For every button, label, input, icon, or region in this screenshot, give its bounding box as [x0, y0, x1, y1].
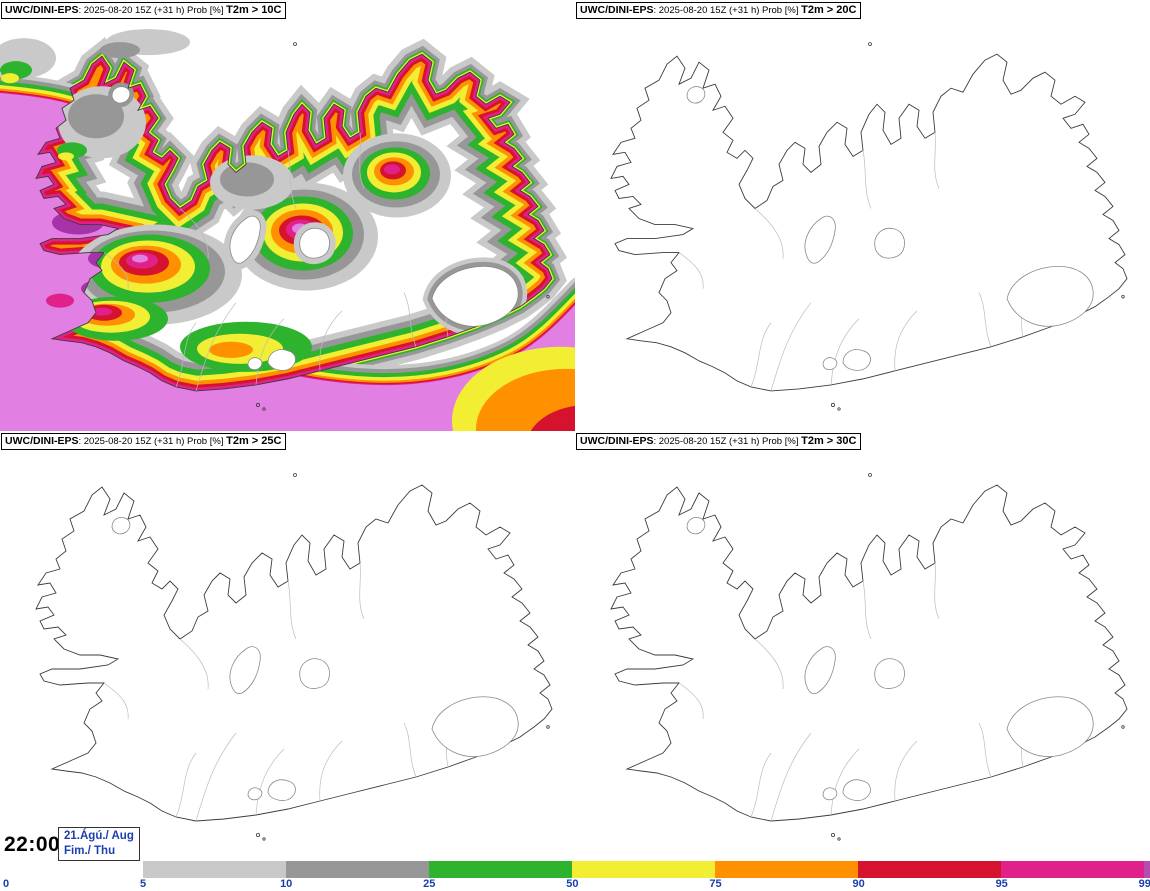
legend-segment-50-75 [572, 861, 715, 878]
legend-tick-10: 10 [280, 878, 293, 890]
southeast-warm-blob [452, 346, 575, 431]
legend-tick-75: 75 [709, 878, 722, 890]
legend-ticks: 0 5 10 25 50 75 90 95 99 [0, 878, 1150, 891]
valid-date-box: 21.Ágú./ Aug Fim./ Thu [58, 827, 140, 861]
panel-t2m-25c: UWC/DINI-EPS: 2025-08-20 15Z (+31 h) Pro… [0, 431, 575, 861]
legend-tick-50: 50 [566, 878, 579, 890]
legend-segment-90-95 [858, 861, 1001, 878]
map-t2m-10c [0, 29, 575, 431]
legend-segment-5-10 [143, 861, 286, 878]
valid-time-label: 22:00 [4, 833, 61, 856]
inland-blob-northeast [343, 133, 451, 218]
panel-t2m-30c: UWC/DINI-EPS: 2025-08-20 15Z (+31 h) Pro… [575, 431, 1150, 861]
legend-bar [0, 861, 1150, 878]
param-label: T2m > 30C [801, 435, 857, 447]
legend-segment-95-99 [1001, 861, 1144, 878]
date-line-1: 21.Ágú./ Aug [64, 830, 134, 842]
legend-segment-25-50 [429, 861, 572, 878]
run-info: : 2025-08-20 15Z (+31 h) Prob [%] [653, 436, 802, 447]
legend-segment-10-25 [286, 861, 429, 878]
date-line-2: Fim./ Thu [64, 845, 116, 857]
legend-tick-99: 99 [1138, 878, 1150, 890]
map-t2m-30c [575, 431, 1150, 861]
run-info: : 2025-08-20 15Z (+31 h) Prob [%] [78, 436, 227, 447]
inland-gray-patches [57, 86, 294, 210]
panel-t2m-20c: UWC/DINI-EPS: 2025-08-20 15Z (+31 h) Pro… [575, 0, 1150, 431]
legend-tick-90: 90 [852, 878, 865, 890]
model-name: UWC/DINI-EPS [5, 4, 79, 16]
panel-title: UWC/DINI-EPS: 2025-08-20 15Z (+31 h) Pro… [1, 433, 287, 450]
panel-title: UWC/DINI-EPS: 2025-08-20 15Z (+31 h) Pro… [576, 2, 862, 19]
param-label: T2m > 25C [226, 435, 282, 447]
legend-tick-25: 25 [423, 878, 436, 890]
model-name: UWC/DINI-EPS [5, 435, 79, 447]
legend-tick-0: 0 [3, 878, 10, 890]
run-info: : 2025-08-20 15Z (+31 h) Prob [%] [653, 5, 802, 16]
model-name: UWC/DINI-EPS [580, 4, 654, 16]
legend-segment-75-90 [715, 861, 858, 878]
legend-segment->99 [1144, 861, 1150, 878]
param-label: T2m > 10C [226, 4, 282, 16]
legend-tick-5: 5 [140, 878, 147, 890]
legend-segment-0-5 [0, 861, 143, 878]
run-info: : 2025-08-20 15Z (+31 h) Prob [%] [78, 5, 227, 16]
map-t2m-20c [575, 0, 1150, 431]
param-label: T2m > 20C [801, 4, 857, 16]
map-t2m-25c [0, 431, 575, 861]
panel-t2m-10c: UWC/DINI-EPS: 2025-08-20 15Z (+31 h) Pro… [0, 0, 575, 431]
model-name: UWC/DINI-EPS [580, 435, 654, 447]
panel-title: UWC/DINI-EPS: 2025-08-20 15Z (+31 h) Pro… [576, 433, 862, 450]
panel-title: UWC/DINI-EPS: 2025-08-20 15Z (+31 h) Pro… [1, 2, 287, 19]
northwest-ocean-patches [0, 29, 190, 84]
legend-tick-95: 95 [995, 878, 1008, 890]
